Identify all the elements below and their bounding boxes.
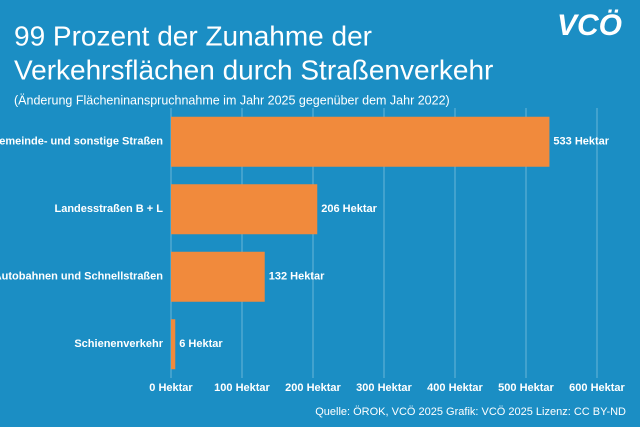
source: Quelle: ÖROK, VCÖ 2025 Grafik: VCÖ 2025 … — [315, 406, 626, 418]
x-tick-label: 100 Hektar — [214, 382, 270, 394]
x-tick-label: 600 Hektar — [569, 382, 625, 394]
value-label: 206 Hektar — [321, 203, 377, 215]
bar — [171, 184, 318, 235]
value-label: 533 Hektar — [553, 136, 609, 148]
bar — [171, 251, 265, 302]
x-tick-label: 0 Hektar — [149, 382, 193, 394]
value-label: 132 Hektar — [269, 271, 325, 283]
x-tick-label: 200 Hektar — [285, 382, 341, 394]
chart-subtitle: (Änderung Flächeninanspruchnahme im Jahr… — [14, 93, 450, 107]
bar — [171, 116, 550, 167]
y-tick-label: Gemeinde- und sonstige Straßen — [0, 136, 163, 148]
y-tick-label: Schienenverkehr — [74, 338, 163, 350]
x-tick-label: 400 Hektar — [427, 382, 483, 394]
x-tick-label: 500 Hektar — [498, 382, 554, 394]
value-label: 6 Hektar — [179, 338, 223, 350]
bar — [171, 319, 176, 370]
chart-title: 99 Prozent der Zunahme der — [14, 20, 372, 51]
logo: VCÖ — [557, 9, 622, 42]
chart-title: Verkehrsflächen durch Straßenverkehr — [14, 54, 493, 85]
y-tick-label: Autobahnen und Schnellstraßen — [0, 271, 163, 283]
x-tick-label: 300 Hektar — [356, 382, 412, 394]
y-tick-label: Landesstraßen B + L — [54, 203, 163, 215]
